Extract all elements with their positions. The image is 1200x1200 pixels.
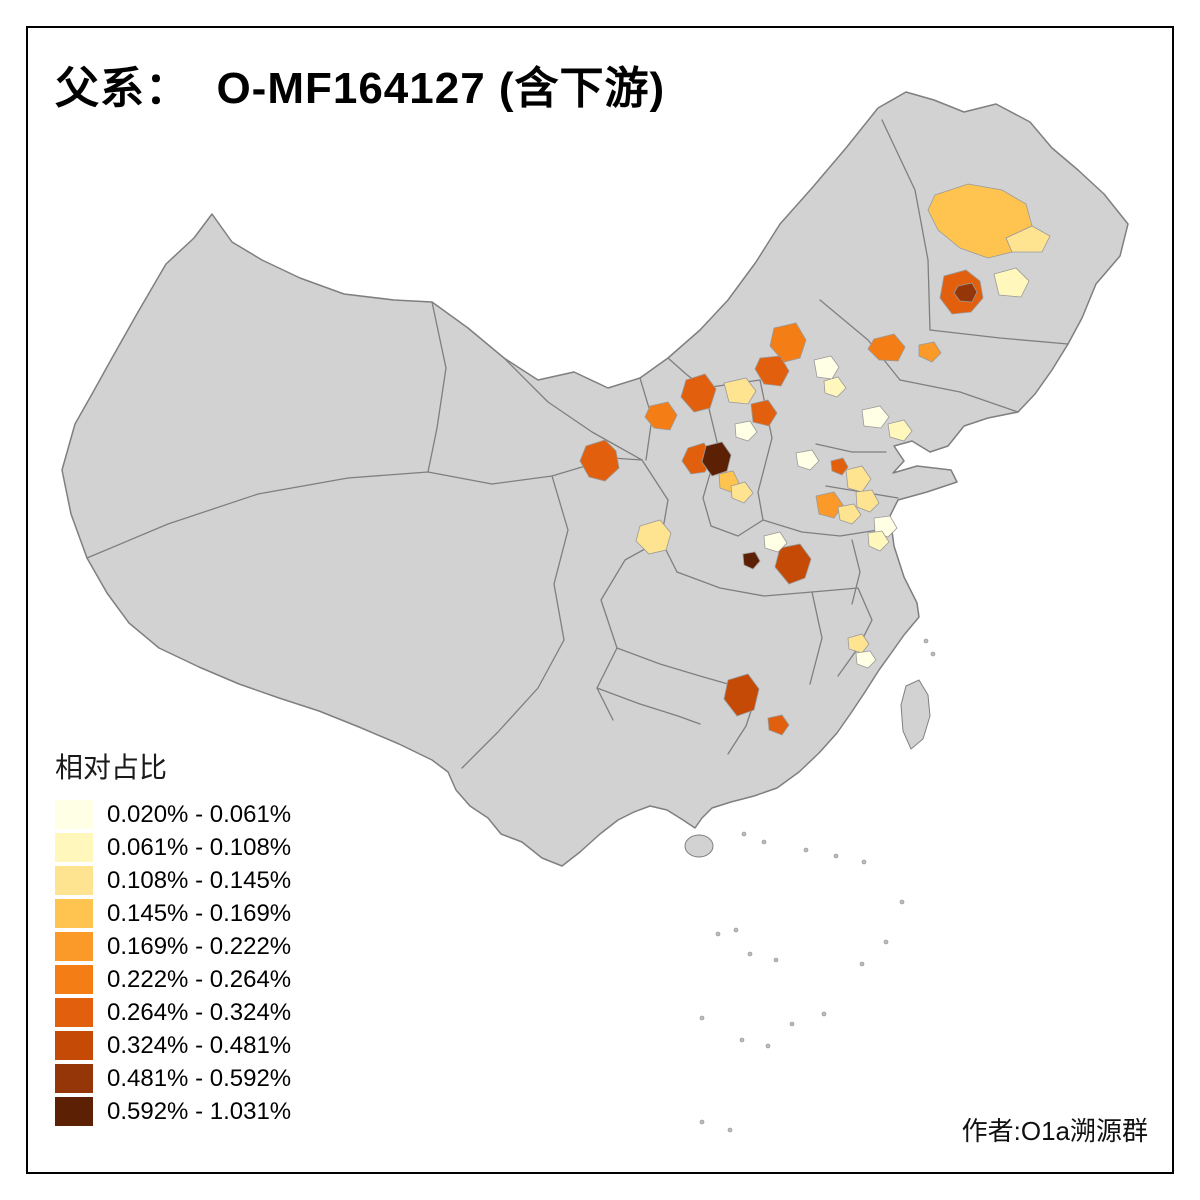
map-region: [953, 282, 978, 303]
map-region: [1005, 225, 1051, 253]
legend-label: 0.592% - 1.031%: [107, 1097, 292, 1125]
legend-swatch: [55, 965, 93, 994]
island-hainan: [684, 834, 714, 858]
map-region: [855, 650, 877, 669]
island-taiwan: [900, 679, 931, 750]
map-region: [855, 489, 880, 513]
map-region: [823, 376, 847, 398]
legend-item: 0.324% - 0.481%: [55, 1029, 291, 1062]
map-region: [795, 449, 820, 471]
legend-swatch: [55, 1031, 93, 1060]
map-region: [680, 373, 717, 413]
map-region: [742, 551, 761, 570]
legend-item: 0.592% - 1.031%: [55, 1095, 291, 1128]
map-region: [750, 399, 778, 427]
map-region: [861, 405, 890, 429]
legend-item: 0.222% - 0.264%: [55, 963, 291, 996]
legend-items: 0.020% - 0.061% 0.061% - 0.108% 0.108% - 0…: [55, 798, 291, 1128]
legend-swatch: [55, 998, 93, 1027]
map-region: [813, 355, 840, 380]
legend-item: 0.145% - 0.169%: [55, 897, 291, 930]
legend-item: 0.264% - 0.324%: [55, 996, 291, 1029]
legend-label: 0.169% - 0.222%: [107, 932, 292, 960]
map-region: [723, 673, 760, 717]
map-region: [867, 530, 890, 552]
legend-title: 相对占比: [55, 752, 168, 783]
legend-item: 0.108% - 0.145%: [55, 864, 291, 897]
map-region: [830, 457, 849, 476]
map-region: [767, 714, 790, 736]
map-region: [730, 481, 754, 504]
legend-label: 0.264% - 0.324%: [107, 998, 292, 1026]
map-region: [847, 633, 870, 654]
legend-label: 0.145% - 0.169%: [107, 899, 292, 927]
map-region: [734, 420, 758, 442]
legend-swatch: [55, 1064, 93, 1093]
map-region: [635, 519, 672, 555]
map-region: [644, 401, 678, 431]
map-region: [845, 465, 872, 493]
map-region: [774, 543, 812, 585]
highlighted-regions: [579, 183, 1051, 736]
map-region: [763, 531, 788, 553]
map-region: [837, 503, 862, 525]
legend-item: 0.481% - 0.592%: [55, 1062, 291, 1095]
legend: 相对占比 0.020% - 0.061% 0.061% - 0.108% 0.108…: [55, 746, 291, 1128]
legend-swatch: [55, 899, 93, 928]
legend-swatch: [55, 1097, 93, 1126]
sea-islands: [699, 638, 936, 1133]
map-region: [754, 355, 790, 387]
map-region: [867, 333, 906, 362]
legend-swatch: [55, 833, 93, 862]
legend-label: 0.324% - 0.481%: [107, 1031, 292, 1059]
legend-swatch: [55, 932, 93, 961]
province-borders: [86, 119, 1069, 769]
map-region: [993, 267, 1030, 298]
china-mainland: [61, 91, 1129, 867]
map-region: [769, 322, 807, 363]
legend-item: 0.061% - 0.108%: [55, 831, 291, 864]
legend-item: 0.169% - 0.222%: [55, 930, 291, 963]
legend-label: 0.108% - 0.145%: [107, 866, 292, 894]
map-region: [723, 377, 757, 405]
legend-swatch: [55, 800, 93, 829]
page-title: 父系： O-MF164127 (含下游): [55, 64, 666, 113]
legend-label: 0.020% - 0.061%: [107, 800, 292, 828]
legend-swatch: [55, 866, 93, 895]
map-region: [887, 419, 913, 442]
map-region: [701, 441, 732, 477]
attribution: 作者:O1a溯源群: [961, 1116, 1148, 1146]
legend-label: 0.222% - 0.264%: [107, 965, 292, 993]
legend-item: 0.020% - 0.061%: [55, 798, 291, 831]
legend-label: 0.061% - 0.108%: [107, 833, 292, 861]
islands: [684, 679, 931, 858]
map-region: [579, 439, 620, 482]
legend-label: 0.481% - 0.592%: [107, 1064, 292, 1092]
map-region: [918, 341, 942, 363]
